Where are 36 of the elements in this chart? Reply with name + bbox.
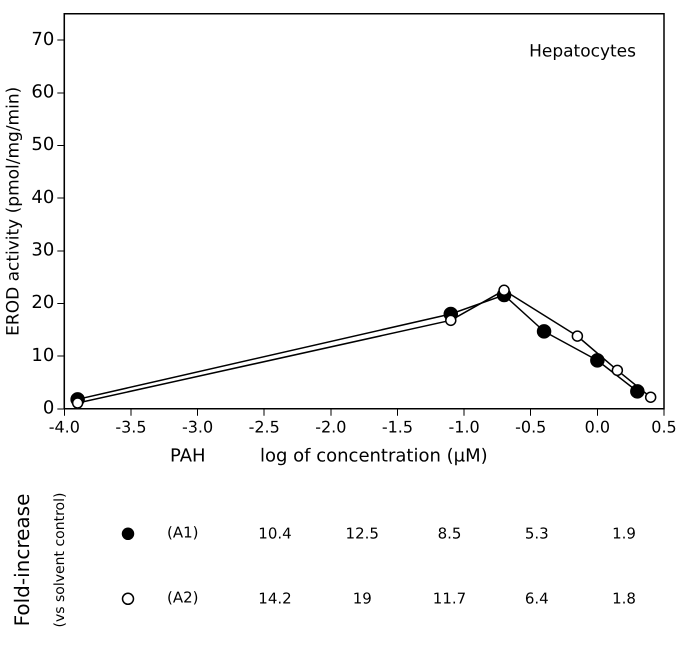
- text: 1.8: [612, 589, 636, 608]
- y-tick-label: 50: [31, 134, 54, 156]
- x-tick-label: -2.5: [248, 418, 280, 437]
- x-tick-label: -2.0: [315, 418, 346, 437]
- x-tick-label: -3.0: [182, 418, 214, 437]
- text: 11.7: [432, 589, 466, 608]
- x-tick-label: -3.5: [115, 418, 147, 437]
- text: 10.4: [258, 524, 292, 542]
- x-tick-label: -4.0: [48, 418, 80, 437]
- text: 6.4: [524, 589, 549, 608]
- text: 8.5: [438, 524, 462, 542]
- x-axis-title: log of concentration (µM): [260, 445, 488, 466]
- y-tick-label: 40: [31, 186, 54, 208]
- text: Fold-increase: [10, 494, 34, 626]
- legend-label: (A1): [167, 524, 199, 542]
- y-tick-label: 70: [31, 28, 54, 50]
- x-tick-label: -1.0: [448, 418, 480, 437]
- y-tick-label: 0: [42, 397, 54, 418]
- text: 19: [352, 589, 372, 608]
- x-tick-label: 0.5: [651, 418, 677, 437]
- text: Hepatocytes: [529, 42, 636, 62]
- y-tick-label: 60: [31, 81, 54, 102]
- y-axis-title: EROD activity (pmol/mg/min): [4, 86, 24, 336]
- y-tick-label: 20: [31, 292, 54, 314]
- text: PAH: [170, 445, 206, 466]
- text: 12.5: [346, 524, 379, 542]
- text: 5.3: [524, 524, 549, 542]
- text: (vs solvent control): [52, 492, 68, 628]
- x-tick-label: -0.5: [515, 418, 546, 437]
- x-tick-label: -1.5: [382, 418, 414, 437]
- y-tick-label: 30: [31, 239, 54, 260]
- x-tick-label: 0.0: [584, 418, 610, 437]
- legend-label: (A2): [167, 588, 199, 607]
- text: 14.2: [258, 589, 292, 608]
- y-tick-label: 10: [31, 344, 54, 366]
- text: 1.9: [612, 524, 636, 542]
